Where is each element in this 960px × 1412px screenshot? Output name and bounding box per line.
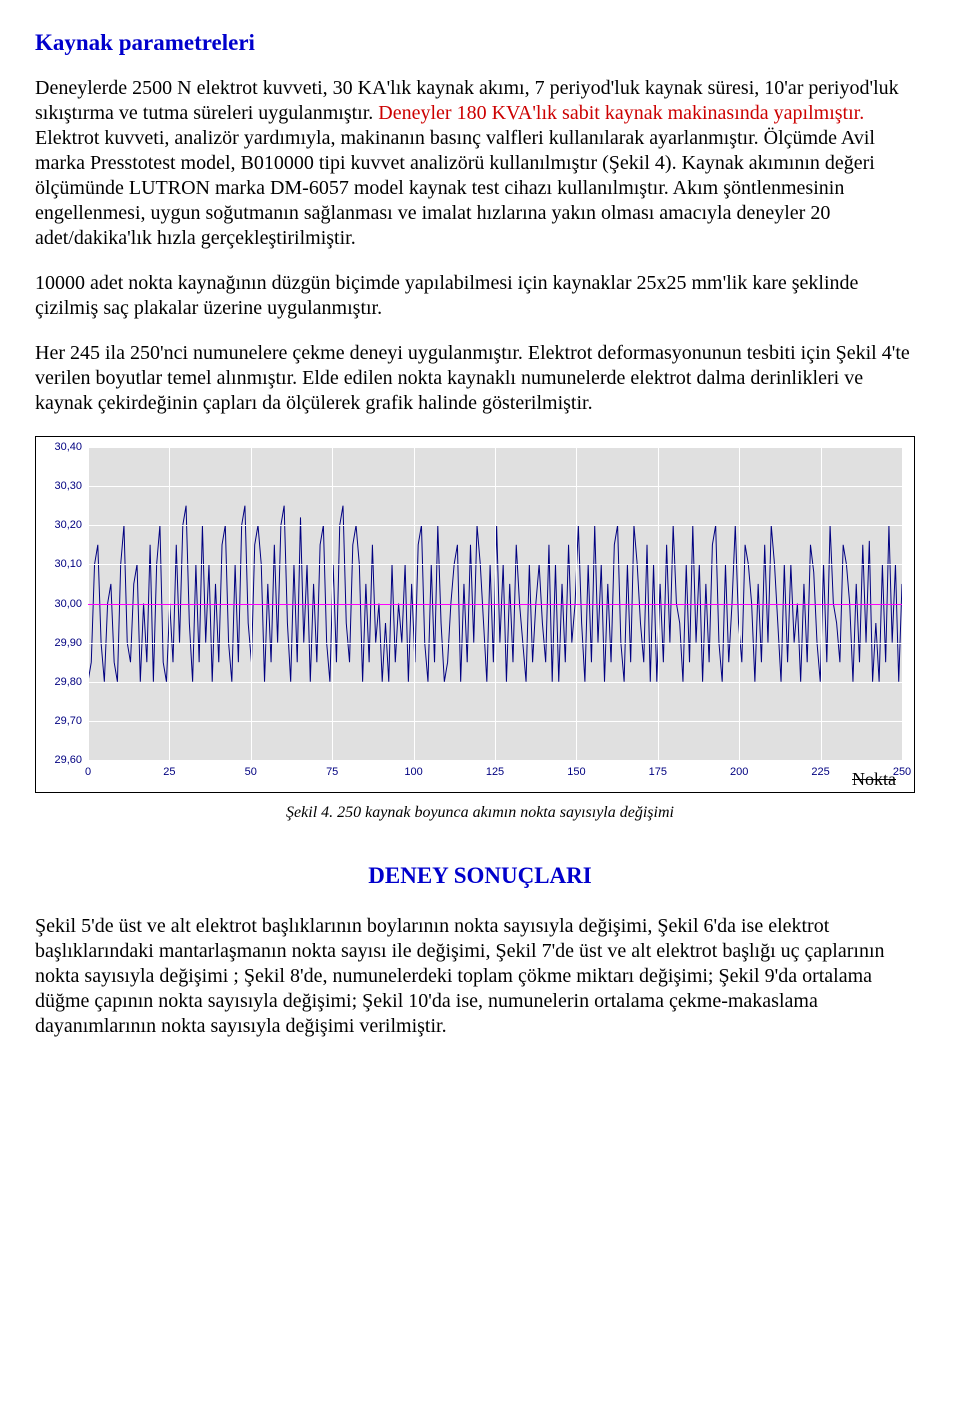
paragraph-1: Deneylerde 2500 N elektrot kuvveti, 30 K… [35, 76, 925, 251]
y-tick-label: 29,70 [54, 715, 82, 727]
section-title: Kaynak parametreleri [35, 30, 925, 56]
x-tick-label: 100 [404, 766, 422, 778]
paragraph-3: Her 245 ila 250'nci numunelere çekme den… [35, 341, 925, 416]
x-tick-label: 0 [85, 766, 91, 778]
y-tick-label: 30,10 [54, 558, 82, 570]
results-title: DENEY SONUÇLARI [35, 863, 925, 889]
paragraph-2: 10000 adet nokta kaynağının düzgün biçim… [35, 271, 925, 321]
y-tick-label: 30,20 [54, 519, 82, 531]
x-axis-label: Nokta [852, 769, 896, 790]
y-tick-label: 30,30 [54, 480, 82, 492]
x-tick-label: 125 [486, 766, 504, 778]
y-tick-label: 29,80 [54, 676, 82, 688]
x-tick-label: 75 [326, 766, 338, 778]
x-tick-label: 175 [649, 766, 667, 778]
x-tick-label: 250 [893, 766, 911, 778]
x-tick-label: 25 [163, 766, 175, 778]
gridline-v [902, 447, 903, 760]
p1-text-red: Deneyler 180 KVA'lık sabit kaynak makina… [378, 102, 864, 124]
x-tick-label: 150 [567, 766, 585, 778]
x-tick-label: 200 [730, 766, 748, 778]
reference-line [88, 604, 902, 605]
chart-plot-area [88, 447, 902, 760]
figure-caption: Şekil 4. 250 kaynak boyunca akımın nokta… [35, 803, 925, 823]
line-chart: Nokta 30,40 30,30 30,20 30,10 30,00 29,90 29,8… [35, 436, 915, 793]
x-tick-label: 225 [811, 766, 829, 778]
gridline-h [88, 760, 902, 761]
y-tick-label: 29,90 [54, 637, 82, 649]
x-tick-label: 50 [245, 766, 257, 778]
y-tick-label: 29,60 [54, 754, 82, 766]
y-tick-label: 30,40 [54, 441, 82, 453]
y-tick-label: 30,00 [54, 598, 82, 610]
p1-text-b: Elektrot kuvveti, analizör yardımıyla, m… [35, 127, 875, 249]
paragraph-4: Şekil 5'de üst ve alt elektrot başlıklar… [35, 914, 925, 1039]
